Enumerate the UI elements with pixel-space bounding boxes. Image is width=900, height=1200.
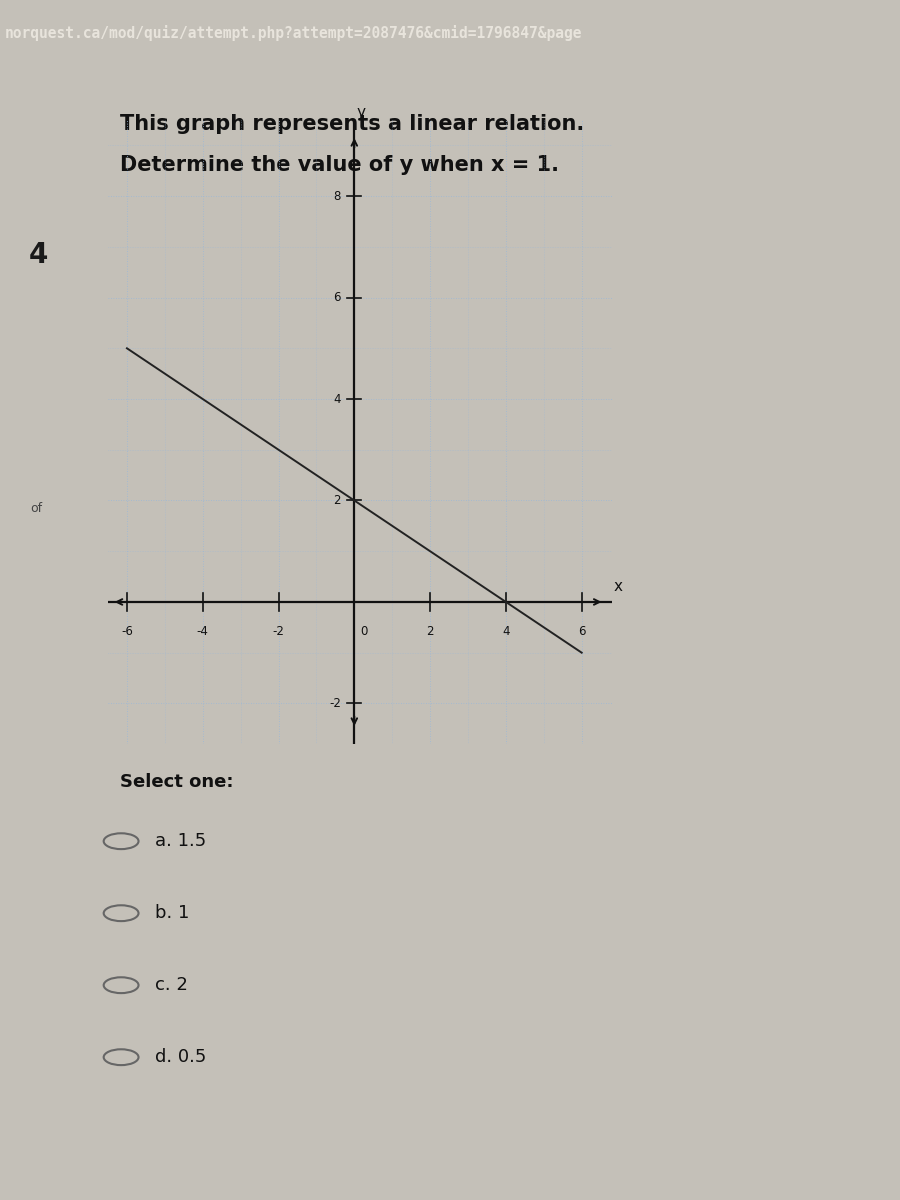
Text: 6: 6 [334, 292, 341, 304]
Text: 0: 0 [360, 625, 367, 637]
Text: -6: -6 [121, 625, 133, 637]
Text: 6: 6 [578, 625, 585, 637]
Text: c. 2: c. 2 [155, 977, 188, 994]
Text: 8: 8 [334, 190, 341, 203]
Text: Select one:: Select one: [120, 773, 233, 791]
Text: y: y [356, 104, 365, 120]
Text: x: x [614, 580, 623, 594]
Text: -2: -2 [329, 697, 341, 710]
Text: b. 1: b. 1 [155, 905, 190, 922]
Text: 4: 4 [29, 241, 48, 269]
Text: -2: -2 [273, 625, 284, 637]
Text: This graph represents a linear relation.: This graph represents a linear relation. [120, 114, 584, 134]
Text: -4: -4 [197, 625, 209, 637]
Text: 2: 2 [427, 625, 434, 637]
Text: of: of [30, 503, 42, 516]
Text: norquest.ca/mod/quiz/attempt.php?attempt=2087476&cmid=1796847&page: norquest.ca/mod/quiz/attempt.php?attempt… [4, 25, 582, 41]
Text: a. 1.5: a. 1.5 [155, 833, 206, 850]
Text: d. 0.5: d. 0.5 [155, 1049, 206, 1066]
Text: 2: 2 [334, 494, 341, 506]
Text: Determine the value of ​y when ​x​ = 1.: Determine the value of ​y when ​x​ = 1. [120, 155, 559, 175]
Text: 4: 4 [334, 392, 341, 406]
Text: 4: 4 [502, 625, 509, 637]
